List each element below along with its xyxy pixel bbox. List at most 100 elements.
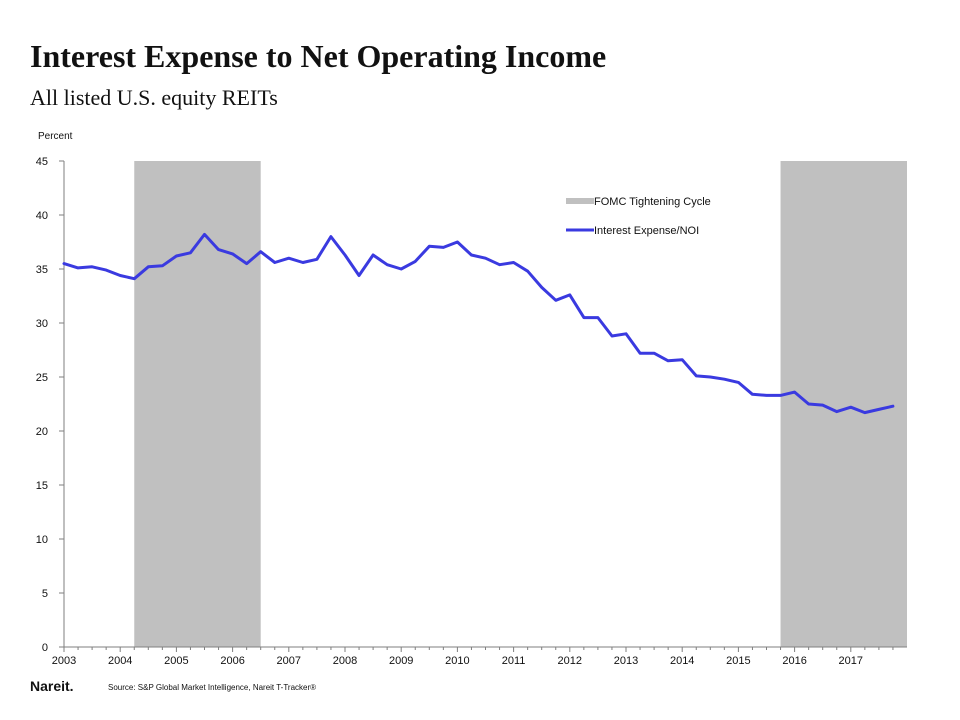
series-layer (62, 232, 895, 415)
data-point (751, 393, 754, 396)
data-point (217, 248, 220, 251)
data-point (189, 251, 192, 254)
data-point (765, 394, 768, 397)
x-tick-label: 2008 (333, 655, 357, 667)
y-tick-label: 25 (36, 372, 48, 384)
data-point (835, 410, 838, 413)
data-point (568, 293, 571, 297)
data-point (133, 277, 136, 280)
data-point (638, 352, 642, 355)
x-tick-label: 2016 (782, 655, 806, 667)
data-point (104, 268, 108, 272)
data-point (357, 274, 361, 277)
page-subtitle: All listed U.S. equity REITs (30, 85, 278, 110)
data-point (456, 240, 459, 244)
data-point (652, 352, 656, 355)
data-point (259, 250, 262, 253)
data-point (512, 261, 515, 264)
data-point (287, 257, 290, 260)
y-tick-label: 10 (36, 534, 48, 546)
y-tick-label: 30 (36, 318, 48, 330)
data-point (76, 266, 80, 270)
data-point (596, 316, 600, 319)
x-tick-label: 2010 (445, 655, 469, 667)
data-point (329, 235, 333, 238)
y-tick-label: 0 (42, 642, 48, 654)
x-tick-label: 2004 (108, 655, 132, 667)
series-line-interest-expense-noi (62, 232, 895, 415)
data-point (315, 258, 319, 261)
data-point (175, 254, 178, 258)
source-note: Source: S&P Global Market Intelligence, … (108, 683, 317, 692)
x-tick-label: 2007 (277, 655, 301, 667)
y-tick-label: 40 (36, 210, 48, 222)
x-tick-label: 2012 (558, 655, 582, 667)
legend-label-shade: FOMC Tightening Cycle (594, 196, 711, 208)
data-point (119, 274, 122, 277)
y-tick-label: 20 (36, 426, 48, 438)
tightening-shade (780, 161, 907, 647)
data-point (554, 299, 557, 302)
data-point (793, 390, 796, 394)
data-point (863, 411, 867, 414)
page-title: Interest Expense to Net Operating Income (30, 38, 607, 74)
data-point (582, 316, 586, 319)
data-point (484, 257, 487, 260)
data-point (343, 253, 347, 257)
data-point (428, 245, 431, 248)
legend: FOMC Tightening Cycle Interest Expense/NO… (566, 196, 711, 237)
data-point (666, 359, 670, 362)
data-point (385, 263, 389, 266)
x-tick-label: 2013 (614, 655, 638, 667)
data-point (877, 408, 881, 411)
x-tick-label: 2005 (164, 655, 188, 667)
legend-label-line: Interest Expense/NOI (594, 225, 699, 237)
nareit-logo: Nareit. (30, 678, 74, 694)
data-point (709, 375, 712, 379)
data-point (245, 262, 248, 265)
shaded-periods (134, 161, 907, 647)
data-point (723, 377, 726, 381)
x-tick-label: 2011 (502, 655, 526, 667)
data-point (273, 261, 276, 264)
data-point (737, 381, 740, 384)
x-tick-label: 2006 (220, 655, 244, 667)
x-tick-label: 2017 (839, 655, 863, 667)
data-point (371, 253, 375, 257)
data-point (203, 233, 206, 236)
data-point (498, 263, 501, 266)
y-axis-label: Percent (38, 131, 73, 142)
y-tick-label: 45 (36, 156, 48, 168)
data-point (414, 260, 417, 263)
tightening-shade (134, 161, 261, 647)
axes: 0 5 10 15 20 25 30 35 40 45 2003 2004 2005 2006 2007 20… (36, 156, 907, 667)
y-tick-label: 15 (36, 480, 48, 492)
data-point (147, 265, 150, 269)
data-point (540, 286, 543, 289)
data-point (90, 265, 94, 269)
data-point (231, 252, 234, 256)
data-point (695, 374, 698, 378)
data-point (807, 402, 810, 406)
data-point (610, 334, 614, 338)
data-point (681, 358, 684, 361)
data-point (470, 253, 473, 257)
data-point (624, 332, 628, 335)
data-point (400, 267, 403, 271)
data-point (62, 262, 66, 265)
x-tick-label: 2003 (52, 655, 76, 667)
x-tick-label: 2015 (726, 655, 750, 667)
data-point (301, 261, 305, 264)
data-point (849, 406, 852, 409)
y-tick-label: 35 (36, 264, 48, 276)
data-point (442, 246, 445, 249)
x-tick-label: 2009 (389, 655, 413, 667)
data-point (891, 404, 895, 408)
y-tick-label: 5 (42, 588, 48, 600)
data-point (779, 394, 782, 397)
data-point (821, 403, 824, 407)
data-point (161, 264, 164, 267)
x-tick-label: 2014 (670, 655, 694, 667)
data-point (526, 269, 529, 273)
